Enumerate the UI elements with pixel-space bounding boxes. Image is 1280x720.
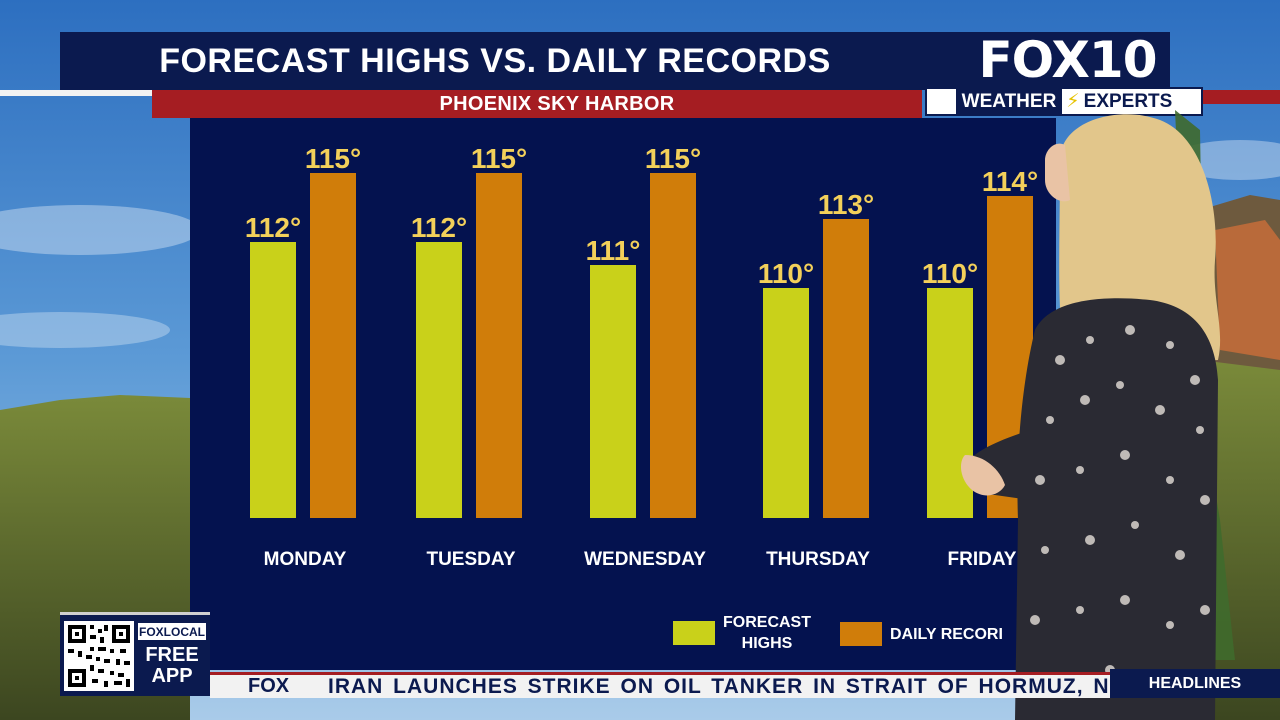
legend-swatch-forecast — [673, 621, 715, 645]
headlines-label: HEADLINES — [1110, 669, 1280, 698]
legend-label-forecast-line1: FORECAST — [723, 614, 811, 631]
forecast-value-label-monday: 112° — [245, 212, 301, 243]
free-app-line2: APP — [151, 665, 193, 687]
fox-local-badge: FOXLOCAL — [138, 623, 206, 640]
record-bar-monday — [310, 173, 356, 518]
forecast-value-label-wednesday: 111° — [586, 235, 641, 266]
chart-subtitle: PHOENIX SKY HARBOR — [439, 92, 675, 115]
chart-title: FORECAST HIGHS VS. DAILY RECORDS — [159, 41, 831, 80]
header-accent-line — [0, 90, 160, 96]
title-bar: FORECAST HIGHS VS. DAILY RECORDS — [60, 32, 1060, 90]
forecast-bar-thursday — [763, 288, 809, 518]
record-value-label-tuesday: 115° — [471, 143, 527, 174]
subtitle-bar: PHOENIX SKY HARBOR — [152, 90, 922, 118]
category-label-wednesday: WEDNESDAY — [584, 549, 706, 570]
forecast-value-label-friday: 110° — [922, 258, 978, 289]
ticker-text: IRAN LAUNCHES STRIKE ON OIL TANKER IN ST… — [328, 674, 1110, 698]
category-label-thursday: THURSDAY — [766, 549, 870, 570]
qr-code-icon — [64, 621, 134, 691]
record-bar-wednesday — [650, 173, 696, 518]
category-label-friday: FRIDAY — [948, 549, 1017, 570]
forecast-value-label-thursday: 110° — [758, 258, 814, 289]
category-label-monday: MONDAY — [264, 549, 347, 570]
logo-brand: FOX10 — [978, 31, 1157, 89]
lightning-icon: ⚡ — [1066, 91, 1080, 112]
fox10-logo: FOX10 — [965, 31, 1170, 89]
record-bar-tuesday — [476, 173, 522, 518]
record-value-label-wednesday: 115° — [645, 143, 701, 174]
logo-experts-text: EXPERTS — [1083, 90, 1173, 112]
legend-label-forecast: FORECAST HIGHS — [723, 612, 811, 654]
header-accent-line-right — [1200, 90, 1280, 104]
legend-label-forecast-line2: HIGHS — [741, 635, 793, 652]
record-value-label-friday: 114° — [982, 166, 1038, 197]
legend-daily-records: DAILY RECORI — [840, 622, 1003, 646]
category-label-tuesday: TUESDAY — [426, 549, 515, 570]
logo-weather-text: WEATHER — [955, 89, 1063, 114]
free-app-text: FREE APP — [138, 645, 206, 687]
forecast-bar-wednesday — [590, 265, 636, 518]
record-value-label-thursday: 113° — [818, 189, 874, 220]
legend-swatch-records — [840, 622, 882, 646]
free-app-line1: FREE — [145, 644, 199, 666]
legend-label-records: DAILY RECORI — [890, 625, 1003, 643]
news-ticker: FOX IRAN LAUNCHES STRIKE ON OIL TANKER I… — [210, 672, 1110, 698]
app-promo: FOXLOCAL FREE APP — [60, 612, 210, 696]
ticker-brand: FOX — [248, 675, 290, 697]
forecast-bar-tuesday — [416, 242, 462, 518]
record-value-label-monday: 115° — [305, 143, 361, 174]
record-bar-thursday — [823, 219, 869, 518]
legend-forecast-highs: FORECAST HIGHS — [673, 612, 811, 654]
forecast-value-label-tuesday: 112° — [411, 212, 467, 243]
weather-experts-logo: WEATHER ⚡ EXPERTS — [925, 87, 1203, 116]
forecast-bar-monday — [250, 242, 296, 518]
